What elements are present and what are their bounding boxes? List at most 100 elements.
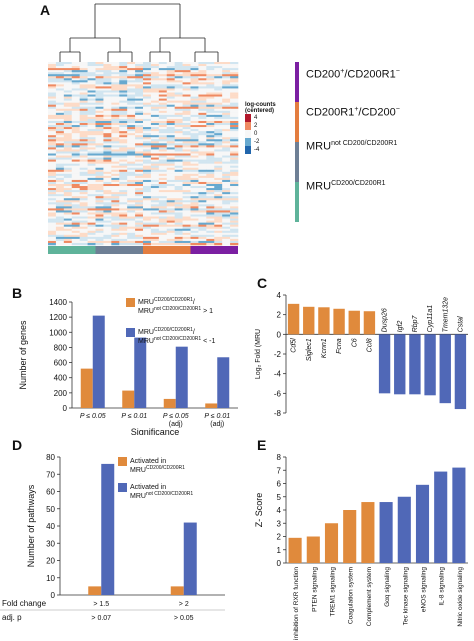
heatmap-cell xyxy=(230,184,239,187)
heatmap-cell xyxy=(71,104,80,108)
heatmap-cell xyxy=(143,177,152,181)
heatmap-cell xyxy=(174,186,183,189)
heatmap-cell xyxy=(55,68,65,71)
heatmap-cell xyxy=(166,68,175,71)
heatmap-cell xyxy=(143,147,152,150)
heatmap-cell xyxy=(71,66,80,69)
colorbar-tick: 2 xyxy=(254,123,258,129)
heatmap-cell xyxy=(103,112,112,116)
heatmap-cell xyxy=(150,194,160,197)
heatmap-cell xyxy=(143,72,152,75)
heatmap-cell xyxy=(63,232,73,236)
heatmap-cell xyxy=(166,74,175,77)
heatmap-cell xyxy=(190,143,199,146)
heatmap-cell xyxy=(198,155,207,158)
heatmap-cell xyxy=(182,139,191,142)
heatmap-cell xyxy=(158,110,168,114)
heatmap-cell xyxy=(79,106,88,110)
heatmap-cell xyxy=(198,194,207,197)
heatmap-cell xyxy=(79,145,88,148)
heatmap-cell xyxy=(79,167,88,171)
heatmap-cell xyxy=(230,70,239,73)
heatmap-cell xyxy=(95,114,104,118)
heatmap-cell xyxy=(214,82,223,85)
heatmap-cell xyxy=(79,161,88,164)
heatmap-cell xyxy=(206,198,215,201)
heatmap-cell xyxy=(79,228,88,232)
heatmap-cell xyxy=(182,194,191,197)
heatmap-cell xyxy=(214,230,223,234)
chart-b-y-tick-label: 200 xyxy=(54,389,68,398)
heatmap-cell xyxy=(103,62,112,65)
heatmap-cell xyxy=(111,123,120,126)
heatmap-cell xyxy=(95,90,104,93)
heatmap-cell xyxy=(158,108,168,112)
heatmap-cell xyxy=(63,181,73,185)
heatmap-cell xyxy=(111,116,120,120)
heatmap-cell xyxy=(127,206,136,209)
heatmap-cell xyxy=(63,177,73,181)
group-label-mru-not: MRUnot CD200/CD200R1 xyxy=(306,140,398,153)
heatmap-cell xyxy=(119,141,128,144)
heatmap-cell xyxy=(182,196,191,199)
heatmap-cell xyxy=(182,167,191,171)
heatmap-cell xyxy=(198,92,207,95)
heatmap-cell xyxy=(127,184,136,187)
heatmap-cell xyxy=(103,206,112,209)
heatmap-cell xyxy=(79,171,88,175)
heatmap-cell xyxy=(150,74,160,77)
heatmap-cell xyxy=(103,141,112,144)
heatmap-cell xyxy=(119,214,128,217)
heatmap-cell xyxy=(214,70,223,73)
heatmap-cell xyxy=(198,236,207,240)
heatmap-cell xyxy=(119,78,128,81)
heatmap-cell xyxy=(127,110,136,114)
heatmap-cell xyxy=(71,90,80,93)
heatmap-cell xyxy=(190,159,199,162)
heatmap-cell xyxy=(127,88,136,91)
heatmap-cell xyxy=(63,90,73,93)
heatmap-cell xyxy=(150,143,160,146)
heatmap-cell xyxy=(55,145,65,148)
heatmap-cell xyxy=(230,234,239,238)
heatmap-cell xyxy=(48,112,57,116)
heatmap-cell xyxy=(182,224,191,227)
heatmap-cell xyxy=(150,226,160,230)
heatmap-cell xyxy=(182,214,191,217)
heatmap-cell xyxy=(63,157,73,160)
heatmap-cell xyxy=(55,155,65,158)
heatmap-cell xyxy=(214,179,223,183)
heatmap-cell xyxy=(135,167,144,171)
heatmap-cell xyxy=(127,153,136,156)
chart-e-y-tick-label: 4 xyxy=(277,506,282,515)
heatmap-cell xyxy=(214,100,223,103)
heatmap-cell xyxy=(166,242,175,246)
heatmap-cell xyxy=(55,242,65,246)
heatmap-cell xyxy=(143,80,152,83)
heatmap-cell xyxy=(150,177,160,181)
heatmap-cell xyxy=(190,118,199,122)
heatmap-cell xyxy=(48,173,57,177)
heatmap-cell xyxy=(190,116,199,120)
heatmap-cell xyxy=(150,62,160,65)
heatmap-cell xyxy=(182,86,191,89)
heatmap-cell xyxy=(63,143,73,146)
heatmap-cell xyxy=(79,116,88,120)
chart-c-gene-label: Kcnn1 xyxy=(321,338,328,358)
heatmap-cell xyxy=(48,86,57,89)
heatmap-cell xyxy=(174,104,183,108)
heatmap-cell xyxy=(150,118,160,122)
heatmap-cell xyxy=(214,167,223,171)
panel-label-a: A xyxy=(40,2,51,18)
heatmap-cell xyxy=(79,165,88,169)
heatmap-cell xyxy=(166,125,175,128)
heatmap-cell xyxy=(119,114,128,118)
heatmap-cell xyxy=(214,125,223,128)
heatmap-cell xyxy=(174,141,183,144)
heatmap-cell xyxy=(182,127,191,130)
heatmap-cell xyxy=(119,179,128,183)
heatmap-cell xyxy=(119,90,128,93)
heatmap-cell xyxy=(166,129,175,132)
heatmap-cell xyxy=(71,72,80,75)
heatmap-cell xyxy=(150,153,160,156)
